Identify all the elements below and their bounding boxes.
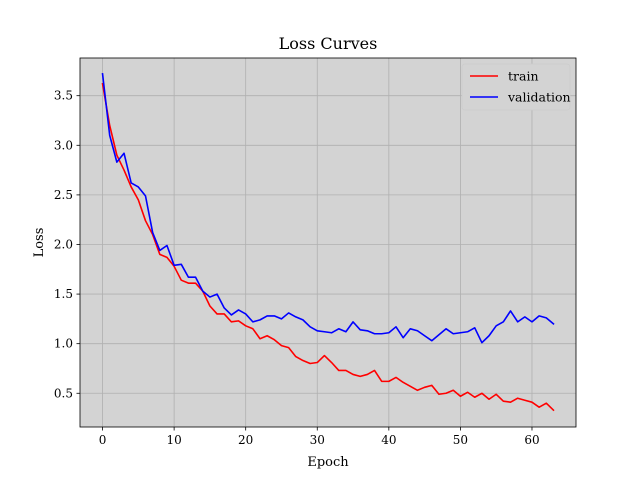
- x-axis-label: Epoch: [307, 455, 349, 470]
- x-tick-label: 60: [524, 433, 539, 447]
- x-tick-label: 20: [238, 433, 253, 447]
- x-tick-label: 50: [453, 433, 468, 447]
- chart-title: Loss Curves: [279, 34, 378, 53]
- x-axis: 0 10 20 30 40 50 60: [99, 427, 540, 447]
- legend-label: validation: [507, 90, 571, 105]
- y-tick-label: 2.0: [54, 237, 73, 251]
- y-axis: 0.5 1.0 1.5 2.0 2.5 3.0 3.5: [54, 89, 80, 401]
- legend-label: train: [508, 69, 539, 84]
- y-axis-label: Loss: [32, 228, 47, 258]
- y-tick-label: 3.5: [54, 89, 73, 103]
- x-tick-label: 30: [310, 433, 325, 447]
- legend: train validation: [462, 64, 571, 110]
- y-tick-label: 0.5: [54, 386, 73, 400]
- x-tick-label: 10: [166, 433, 181, 447]
- plot-area: [80, 58, 576, 427]
- y-tick-label: 1.0: [54, 337, 73, 351]
- y-tick-label: 3.0: [54, 138, 73, 152]
- y-tick-label: 1.5: [54, 287, 73, 301]
- x-tick-label: 40: [381, 433, 396, 447]
- x-tick-label: 0: [99, 433, 107, 447]
- y-tick-label: 2.5: [54, 188, 73, 202]
